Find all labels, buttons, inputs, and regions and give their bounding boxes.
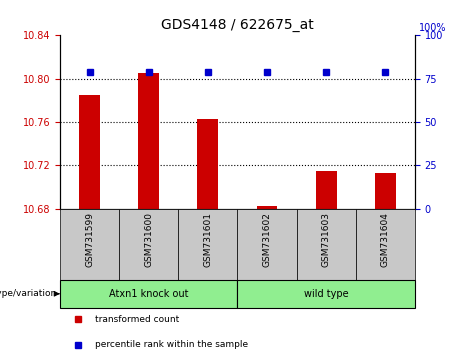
Bar (237, 280, 415, 308)
Bar (178, 209, 237, 280)
Text: GSM731604: GSM731604 (381, 212, 390, 267)
Bar (296, 209, 356, 280)
Bar (79, 95, 100, 209)
Title: GDS4148 / 622675_at: GDS4148 / 622675_at (161, 18, 314, 32)
Text: genotype/variation: genotype/variation (0, 289, 57, 298)
Text: GSM731600: GSM731600 (144, 212, 153, 267)
Text: GSM731603: GSM731603 (322, 212, 331, 267)
Bar (138, 73, 159, 209)
Bar (197, 119, 218, 209)
Text: 100%: 100% (419, 23, 447, 33)
Bar (257, 206, 278, 209)
Bar (119, 209, 178, 280)
Text: wild type: wild type (304, 289, 349, 299)
Text: GSM731599: GSM731599 (85, 212, 94, 267)
Text: percentile rank within the sample: percentile rank within the sample (95, 340, 248, 349)
Text: transformed count: transformed count (95, 315, 180, 324)
Bar (60, 280, 237, 308)
Text: GSM731602: GSM731602 (262, 212, 272, 267)
Bar (316, 171, 337, 209)
Text: GSM731601: GSM731601 (203, 212, 213, 267)
Bar (237, 209, 296, 280)
Bar (356, 209, 415, 280)
Bar (375, 173, 396, 209)
Bar (60, 209, 119, 280)
Text: Atxn1 knock out: Atxn1 knock out (109, 289, 189, 299)
